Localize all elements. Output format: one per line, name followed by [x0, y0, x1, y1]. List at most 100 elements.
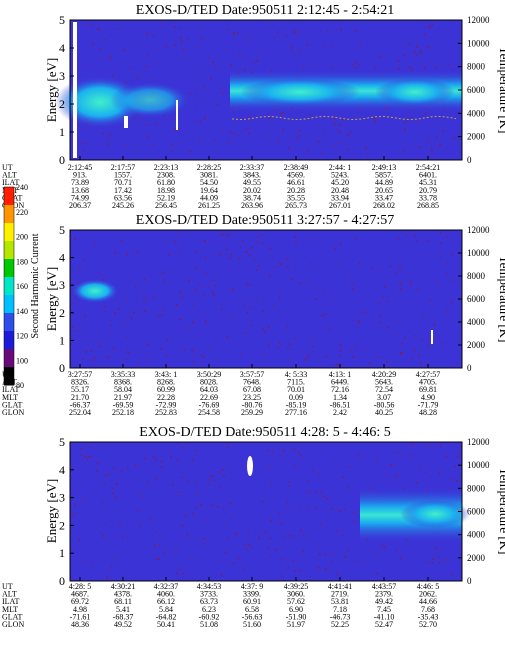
noise-speck — [74, 504, 76, 507]
noise-speck — [422, 316, 424, 318]
noise-speck — [161, 314, 163, 317]
table-cell: 252.83 — [155, 408, 177, 417]
table-cell: 51.08 — [200, 620, 218, 629]
noise-speck — [211, 291, 214, 293]
noise-speck — [209, 479, 212, 481]
noise-speck — [221, 93, 224, 95]
table-cell: -71.79 — [418, 400, 439, 409]
noise-speck — [409, 66, 411, 68]
panel-1-y2label: Temperature [K] — [497, 47, 505, 134]
noise-speck — [201, 37, 203, 40]
noise-speck — [223, 526, 225, 528]
noise-speck — [154, 531, 157, 534]
noise-speck — [90, 350, 92, 353]
noise-speck — [436, 282, 439, 284]
table-cell: 66.12 — [157, 597, 175, 606]
noise-speck — [155, 477, 158, 480]
noise-speck — [127, 348, 129, 351]
table-cell: 35.55 — [287, 193, 305, 202]
noise-speck — [214, 140, 216, 142]
noise-speck — [180, 296, 183, 298]
noise-speck — [100, 532, 102, 534]
noise-speck — [312, 469, 314, 472]
noise-speck — [451, 69, 454, 71]
noise-speck — [147, 54, 150, 57]
noise-speck — [348, 465, 351, 468]
noise-speck — [396, 335, 399, 337]
y2tick-label: 8000 — [467, 271, 486, 281]
noise-speck — [402, 453, 404, 455]
noise-speck — [318, 567, 320, 569]
noise-speck — [339, 350, 341, 352]
row-label: UT — [2, 163, 13, 172]
noise-speck — [303, 65, 305, 68]
noise-speck — [420, 362, 423, 364]
noise-speck — [377, 356, 379, 358]
noise-speck — [84, 561, 86, 564]
table-cell: 3:35:33 — [111, 370, 135, 379]
noise-speck — [149, 517, 152, 520]
noise-speck — [228, 233, 231, 236]
noise-speck — [218, 485, 220, 487]
noise-speck — [80, 454, 83, 456]
table-cell: 72.16 — [331, 385, 349, 394]
noise-speck — [79, 482, 81, 484]
noise-speck — [203, 356, 205, 358]
table-cell: 5643. — [375, 378, 393, 387]
table-cell: 49.42 — [375, 597, 393, 606]
noise-speck — [408, 43, 411, 45]
row-label: ILAT — [2, 597, 19, 606]
noise-speck — [326, 497, 328, 500]
noise-speck — [414, 335, 417, 337]
noise-speck — [398, 68, 400, 70]
table-cell: 57.62 — [287, 597, 305, 606]
y2tick-label: 0 — [467, 576, 472, 586]
table-cell: 20.65 — [375, 186, 393, 195]
noise-speck — [280, 523, 283, 525]
noise-speck — [76, 125, 78, 127]
noise-speck — [251, 246, 253, 249]
noise-speck — [449, 478, 451, 481]
noise-speck — [162, 308, 164, 311]
table-cell: 1557. — [114, 171, 132, 180]
noise-speck — [365, 313, 368, 315]
noise-speck — [282, 129, 284, 131]
noise-speck — [328, 503, 331, 505]
noise-speck — [241, 240, 244, 242]
noise-speck — [354, 61, 357, 64]
noise-speck — [204, 521, 206, 523]
noise-speck — [329, 328, 331, 331]
table-cell: 52.19 — [157, 193, 175, 202]
noise-speck — [115, 496, 118, 499]
noise-speck — [102, 278, 105, 281]
table-cell: 20.48 — [331, 186, 349, 195]
noise-speck — [267, 449, 270, 452]
noise-speck — [413, 234, 416, 237]
noise-speck — [245, 251, 248, 253]
noise-speck — [440, 242, 442, 244]
noise-speck — [270, 481, 273, 483]
noise-speck — [409, 459, 412, 461]
noise-speck — [423, 33, 426, 35]
noise-speck — [453, 465, 456, 468]
noise-speck — [281, 558, 283, 561]
table-cell: 4:34:53 — [197, 582, 221, 591]
table-cell: 44.66 — [419, 597, 437, 606]
noise-speck — [173, 119, 175, 121]
noise-speck — [429, 25, 431, 27]
noise-speck — [294, 337, 296, 340]
noise-speck — [294, 464, 296, 467]
table-cell: 8028. — [200, 378, 218, 387]
noise-speck — [188, 280, 190, 282]
table-cell: -68.37 — [113, 612, 134, 621]
ytick-label: 4 — [59, 251, 65, 265]
noise-speck — [397, 238, 400, 240]
noise-speck — [196, 47, 198, 49]
noise-speck — [179, 491, 181, 493]
table-cell: 33.94 — [331, 193, 349, 202]
noise-speck — [396, 474, 398, 477]
ytick-label: 5 — [59, 223, 65, 237]
noise-speck — [409, 280, 412, 282]
noise-speck — [399, 269, 401, 271]
row-label: MLT — [2, 393, 18, 402]
